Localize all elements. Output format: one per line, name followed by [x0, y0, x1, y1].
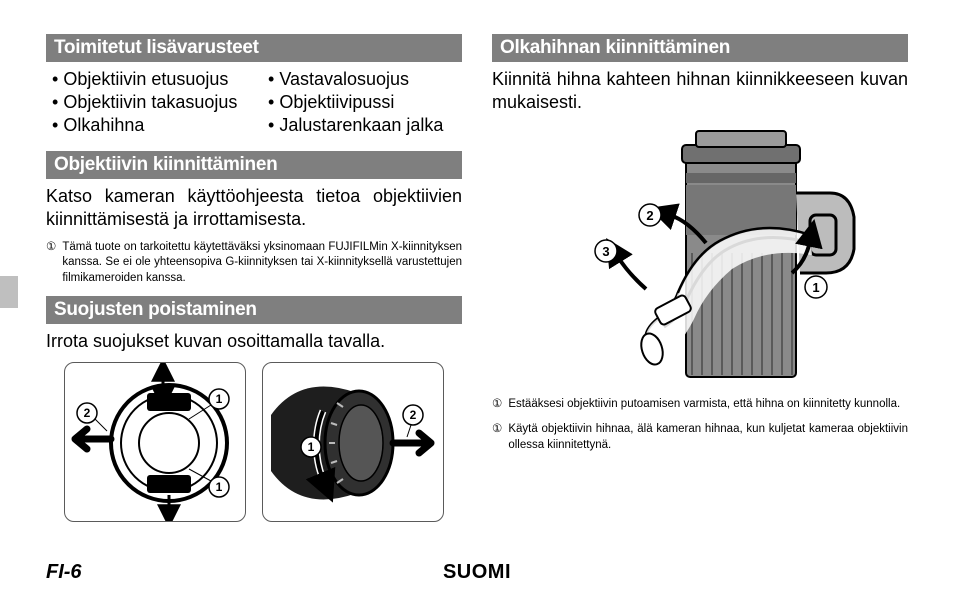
svg-text:1: 1	[216, 480, 223, 494]
info-icon: ①	[46, 240, 56, 287]
strap-note-2: ① Käytä objektiivin hihnaa, älä kameran …	[492, 422, 908, 453]
attaching-note: ① Tämä tuote on tarkoitettu käytettäväks…	[46, 240, 462, 287]
strap-figure: 1 2 3	[510, 123, 890, 391]
accessories-list: Objektiivin etusuojus Objektiivin takasu…	[46, 68, 462, 137]
strap-body: Kiinnitä hihna kahteen hihnan kiinnikkee…	[492, 68, 908, 115]
removing-body: Irrota suojukset kuvan osoittamalla tava…	[46, 330, 462, 353]
cap-figures: 1 1 2	[46, 362, 462, 522]
page-tab	[0, 276, 18, 308]
rear-cap-figure: 1 2	[262, 362, 444, 522]
list-item: Vastavalosuojus	[268, 68, 443, 91]
note-text: Käytä objektiivin hihnaa, älä kameran hi…	[508, 422, 908, 453]
svg-text:3: 3	[602, 244, 609, 259]
list-item: Olkahihna	[52, 114, 264, 137]
section-header-attaching: Objektiivin kiinnittäminen	[46, 151, 462, 179]
callout-1: 1	[216, 392, 223, 406]
strap-note-1: ① Estääksesi objektiivin putoamisen varm…	[492, 397, 908, 413]
info-icon: ①	[492, 422, 502, 453]
attaching-body: Katso kameran käyttöohjeesta tietoa obje…	[46, 185, 462, 232]
front-cap-figure: 1 1 2	[64, 362, 246, 522]
right-column: Olkahihnan kiinnittäminen Kiinnitä hihna…	[492, 30, 908, 522]
info-icon: ①	[492, 397, 502, 413]
list-item: Jalustarenkaan jalka	[268, 114, 443, 137]
note-text: Estääksesi objektiivin putoamisen varmis…	[508, 397, 900, 413]
left-column: Toimitetut lisävarusteet Objektiivin etu…	[46, 30, 462, 522]
section-header-accessories: Toimitetut lisävarusteet	[46, 34, 462, 62]
section-header-strap: Olkahihnan kiinnittäminen	[492, 34, 908, 62]
section-header-removing: Suojusten poistaminen	[46, 296, 462, 324]
footer-language: SUOMI	[46, 561, 908, 584]
list-item: Objektiivin takasuojus	[52, 91, 264, 114]
svg-text:2: 2	[84, 406, 91, 420]
svg-text:1: 1	[812, 280, 819, 295]
note-text: Tämä tuote on tarkoitettu käytettäväksi …	[62, 240, 462, 287]
list-item: Objektiivipussi	[268, 91, 443, 114]
list-item: Objektiivin etusuojus	[52, 68, 264, 91]
svg-text:2: 2	[410, 408, 417, 422]
svg-text:2: 2	[646, 208, 653, 223]
footer: FI-6 SUOMI	[46, 561, 908, 584]
svg-text:1: 1	[308, 440, 315, 454]
